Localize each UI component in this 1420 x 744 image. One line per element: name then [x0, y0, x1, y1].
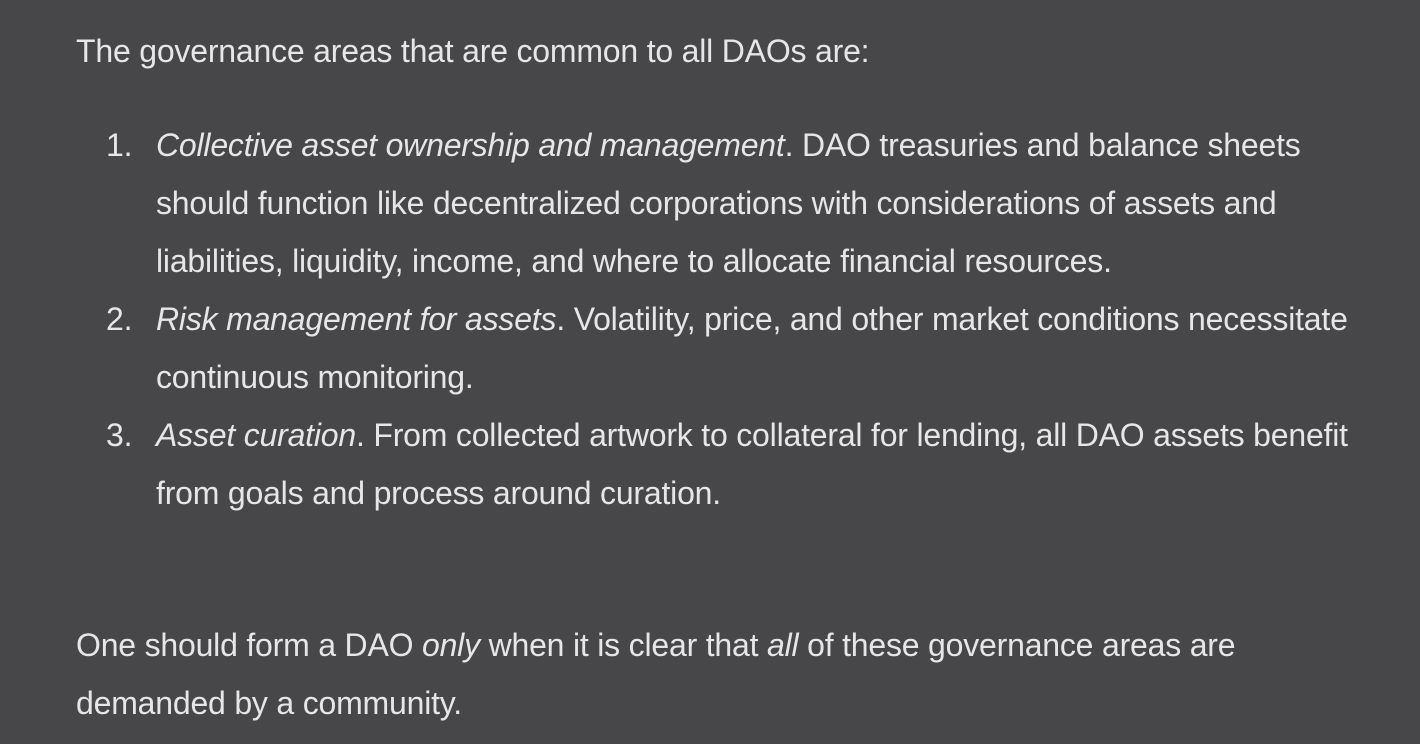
outro-text-part1: One should form a DAO [76, 627, 422, 663]
list-item: 2. Risk management for assets. Volatilit… [76, 290, 1366, 406]
list-item-number: 3. [106, 417, 133, 453]
governance-areas-list: 1. Collective asset ownership and manage… [76, 116, 1366, 522]
list-item-text: . From collected artwork to collateral f… [156, 417, 1348, 511]
outro-paragraph: One should form a DAO only when it is cl… [76, 616, 1356, 732]
intro-paragraph: The governance areas that are common to … [76, 33, 870, 69]
list-item-term: Collective asset ownership and managemen… [156, 127, 785, 163]
outro-emphasis-all: all [766, 627, 799, 663]
list-item-number: 1. [106, 127, 133, 163]
list-item-text: . DAO treasuries and balance sheets shou… [156, 127, 1301, 279]
list-item: 1. Collective asset ownership and manage… [76, 116, 1366, 290]
list-item-term: Asset curation [156, 417, 356, 453]
outro-text-part3: of these governance areas are demanded b… [76, 627, 1236, 721]
outro-emphasis-only: only [421, 627, 480, 663]
list-item-number: 2. [106, 301, 133, 337]
list-item-text: . Volatility, price, and other market co… [156, 301, 1348, 395]
outro-text-part2: when it is clear that [479, 627, 767, 663]
list-item: 3. Asset curation. From collected artwor… [76, 406, 1366, 522]
list-item-term: Risk management for assets [156, 301, 557, 337]
